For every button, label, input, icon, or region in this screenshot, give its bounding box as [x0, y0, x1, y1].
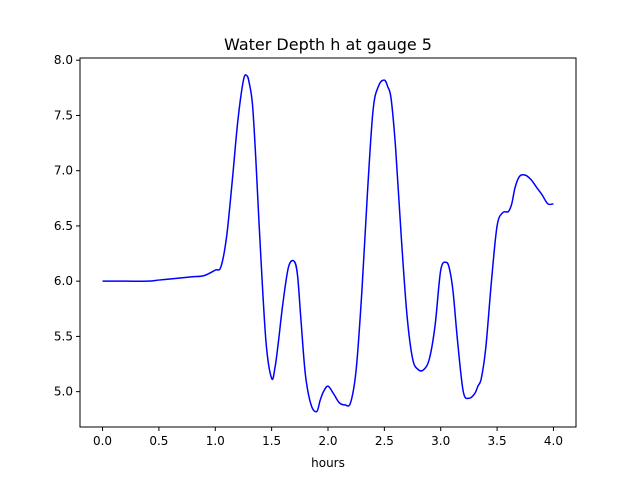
- y-tick-label: 8.0: [54, 53, 73, 67]
- x-axis-ticks: 0.0 0.5 1.0 1.5 2.0 2.5 3.0 3.5 4.0: [93, 427, 563, 448]
- y-tick-label: 6.0: [54, 274, 73, 288]
- x-tick-label: 2.0: [318, 434, 337, 448]
- x-axis-label: hours: [311, 456, 345, 470]
- y-tick-label: 7.0: [54, 164, 73, 178]
- x-tick-label: 1.5: [262, 434, 281, 448]
- x-tick-label: 3.0: [431, 434, 450, 448]
- chart-title: Water Depth h at gauge 5: [224, 35, 432, 54]
- series-line-water-depth: [102, 74, 554, 413]
- x-tick-label: 2.5: [375, 434, 394, 448]
- y-tick-label: 5.0: [54, 385, 73, 399]
- y-axis-ticks: 5.0 5.5 6.0 6.5 7.0 7.5 8.0: [54, 53, 80, 399]
- x-tick-label: 0.5: [149, 434, 168, 448]
- plot-area-frame: [79, 57, 577, 428]
- x-tick-label: 0.0: [93, 434, 112, 448]
- y-tick-label: 7.5: [54, 108, 73, 122]
- x-tick-label: 1.0: [206, 434, 225, 448]
- y-tick-label: 5.5: [54, 329, 73, 343]
- y-tick-label: 6.5: [54, 219, 73, 233]
- x-tick-label: 4.0: [544, 434, 563, 448]
- x-tick-label: 3.5: [488, 434, 507, 448]
